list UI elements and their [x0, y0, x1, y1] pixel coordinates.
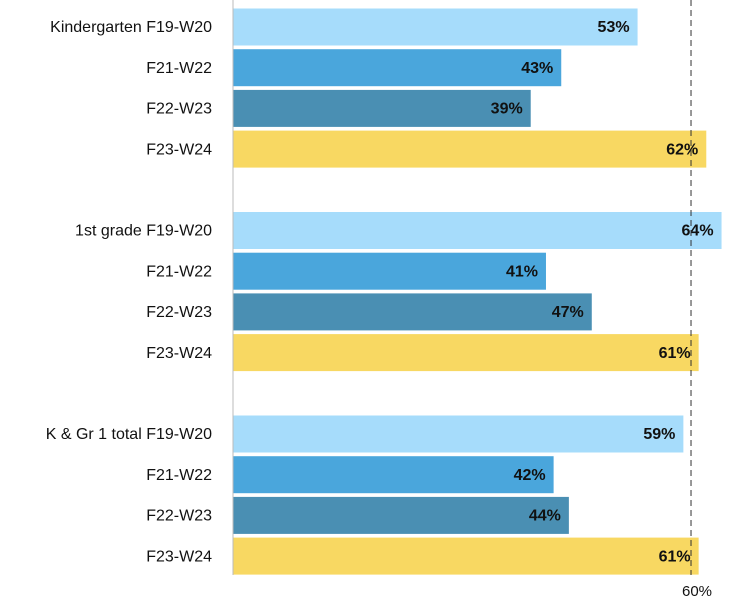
- bar: [233, 130, 707, 168]
- bar: [233, 252, 546, 290]
- bar: [233, 293, 592, 331]
- bar: [233, 212, 722, 249]
- value-label: 61%: [659, 548, 691, 565]
- y-tick-label: 1st grade F19-W20: [75, 223, 212, 240]
- y-tick-label: F21-W22: [146, 60, 212, 77]
- bar: [233, 49, 562, 87]
- y-tick-label: F22-W23: [146, 508, 212, 525]
- y-tick-label: F23-W24: [146, 141, 212, 158]
- bar: [233, 334, 699, 372]
- value-label: 59%: [643, 426, 675, 443]
- bar: [233, 537, 699, 575]
- bar: [233, 415, 684, 453]
- y-tick-label: F22-W23: [146, 101, 212, 118]
- bar: [233, 89, 531, 127]
- value-label: 43%: [521, 60, 553, 77]
- value-label: 47%: [552, 304, 584, 321]
- value-label: 62%: [666, 141, 698, 158]
- value-label: 64%: [682, 223, 714, 240]
- bar: [233, 456, 554, 494]
- value-label: 61%: [659, 345, 691, 362]
- y-tick-label: K & Gr 1 total F19-W20: [46, 426, 212, 443]
- y-tick-label: F23-W24: [146, 548, 212, 565]
- value-label: 44%: [529, 508, 561, 525]
- y-tick-label: Kindergarten F19-W20: [50, 19, 212, 36]
- value-label: 53%: [598, 19, 630, 36]
- x-tick-label: 60%: [682, 583, 712, 600]
- y-tick-label: F22-W23: [146, 304, 212, 321]
- y-tick-label: F21-W22: [146, 467, 212, 484]
- value-label: 39%: [491, 101, 523, 118]
- y-tick-label: F23-W24: [146, 345, 212, 362]
- value-label: 41%: [506, 263, 538, 280]
- bar: [233, 8, 638, 46]
- bar: [233, 496, 569, 534]
- value-label: 42%: [514, 467, 546, 484]
- y-tick-label: F21-W22: [146, 263, 212, 280]
